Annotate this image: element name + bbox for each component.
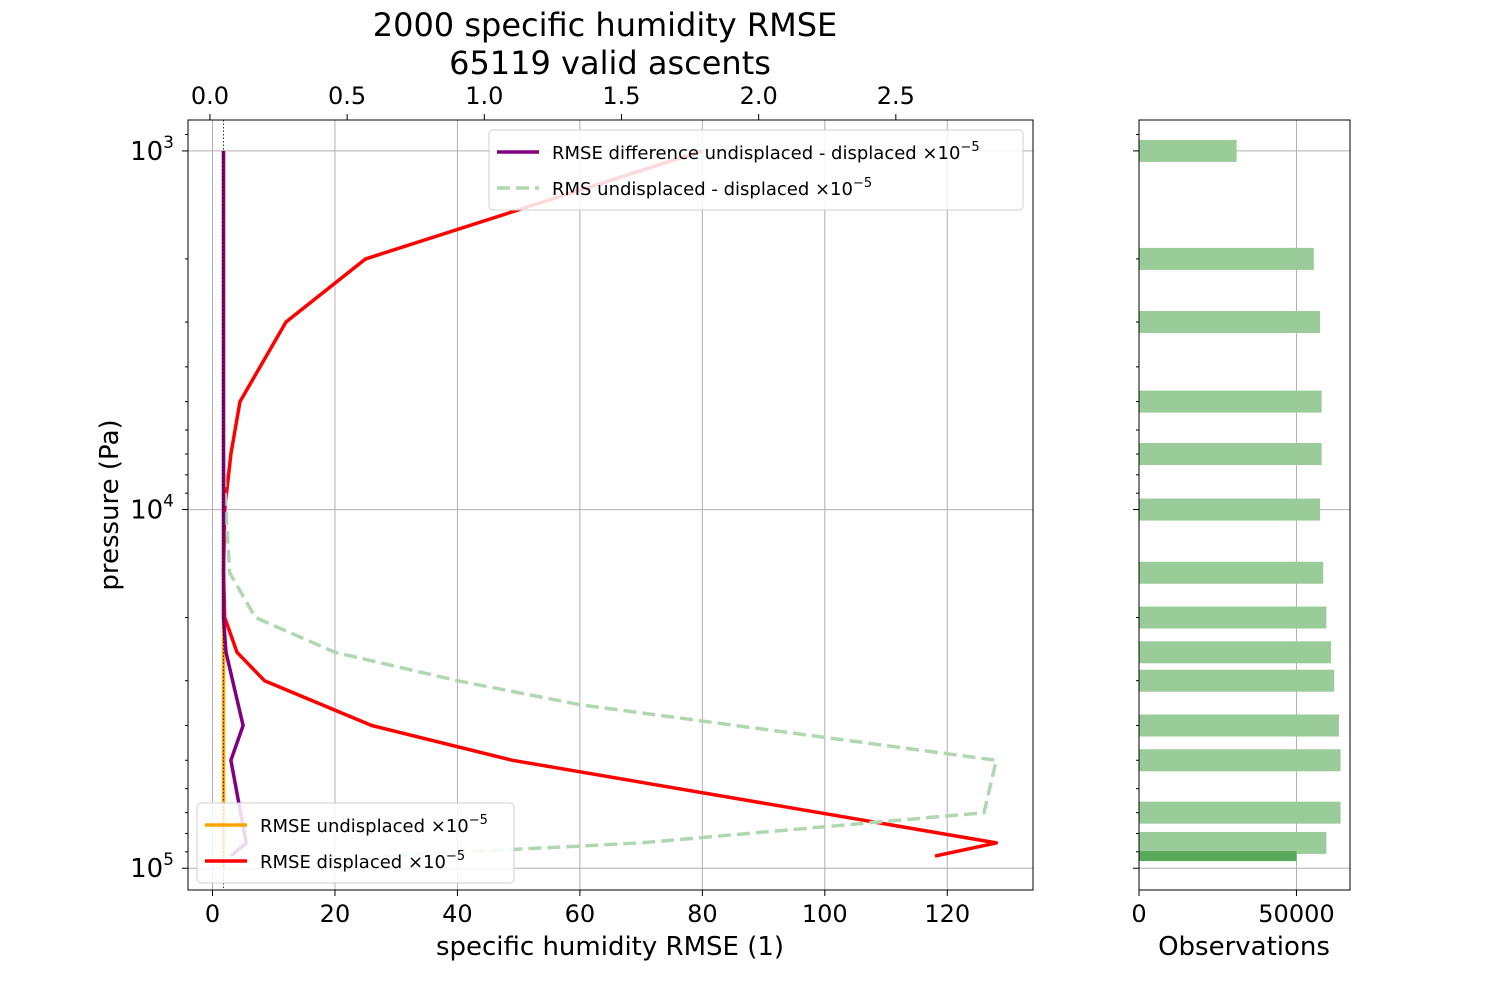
chart-subtitle: 65119 valid ascents (449, 44, 771, 82)
observation-bar (1139, 801, 1341, 824)
main-y-axis: 103 104 105 (130, 133, 188, 884)
observation-bar (1139, 561, 1324, 584)
legend-label: RMSE undisplaced ×10−5 (260, 813, 488, 837)
main-plot-frame (187, 119, 1034, 891)
observation-bar (1139, 311, 1321, 334)
series-line-1 (221, 149, 999, 858)
main-y-tick-label: 103 (130, 133, 174, 167)
main-x-tick-label: 80 (687, 900, 718, 928)
observation-bar (1139, 498, 1321, 521)
main-top-x-axis: 0.0 0.5 1.0 1.5 2.0 2.5 (191, 82, 915, 120)
legend-box (196, 802, 515, 884)
side-x-tick-label: 50000 (1258, 900, 1334, 928)
main-y-tick-label: 105 (130, 850, 174, 884)
observation-bar (1139, 831, 1327, 854)
main-y-tick-label: 104 (130, 492, 174, 526)
main-top-x-tick-label: 1.0 (465, 82, 503, 110)
side-y-axis (1133, 134, 1139, 869)
observation-bar (1139, 443, 1322, 466)
main-x-axis: 0 20 40 60 80 100 120 (205, 890, 970, 928)
main-x-tick-label: 20 (320, 900, 351, 928)
main-x-tick-label: 40 (442, 900, 473, 928)
observation-bar (1139, 749, 1341, 772)
main-x-tick-label: 60 (565, 900, 596, 928)
legend-label: RMSE difference undisplaced - displaced … (552, 140, 980, 164)
observation-bar (1139, 851, 1297, 862)
legend-lower: RMSE undisplaced ×10−5 RMSE displaced ×10… (196, 802, 515, 884)
legend-upper: RMSE difference undisplaced - displaced … (488, 129, 1024, 211)
legend-label: RMS undisplaced - displaced ×10−5 (552, 176, 872, 200)
main-x-axis-label: specific humidity RMSE (1) (436, 932, 784, 962)
chart-title: 2000 specific humidity RMSE (373, 6, 838, 44)
observation-bar (1139, 390, 1322, 413)
side-x-axis-label: Observations (1158, 932, 1330, 962)
observation-bar (1139, 247, 1314, 270)
main-series-group (221, 120, 999, 890)
main-top-x-tick-label: 1.5 (602, 82, 640, 110)
observation-bar (1139, 669, 1335, 692)
main-gridlines (188, 120, 1033, 890)
side-x-axis: 0 50000 (1131, 890, 1335, 928)
legend-label: RMSE displaced ×10−5 (260, 849, 465, 873)
main-top-x-tick-label: 2.0 (740, 82, 778, 110)
series-line-3 (221, 150, 999, 858)
observation-bar (1139, 606, 1327, 629)
main-x-tick-label: 100 (802, 900, 848, 928)
main-y-axis-label: pressure (Pa) (95, 419, 125, 590)
main-top-x-tick-label: 2.5 (877, 82, 915, 110)
main-top-x-tick-label: 0.0 (191, 82, 229, 110)
side-x-tick-label: 0 (1131, 900, 1146, 928)
main-x-tick-label: 120 (924, 900, 970, 928)
observation-bar (1139, 641, 1332, 664)
main-top-x-tick-label: 0.5 (328, 82, 366, 110)
side-plot-frame (1138, 119, 1351, 891)
main-x-tick-label: 0 (205, 900, 220, 928)
side-bars-group (1139, 139, 1341, 862)
legend-box (488, 129, 1024, 211)
observation-bar (1139, 139, 1237, 162)
observation-bar (1139, 714, 1339, 737)
